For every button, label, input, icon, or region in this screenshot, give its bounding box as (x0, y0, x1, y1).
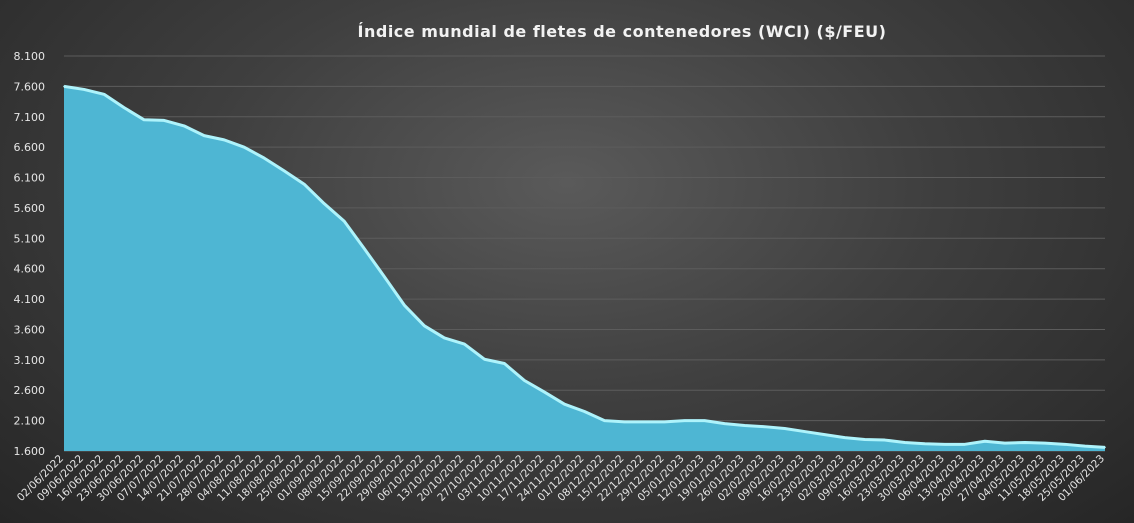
data-point (443, 337, 446, 339)
data-point (143, 119, 145, 121)
data-point (203, 134, 205, 137)
data-point (663, 421, 666, 423)
data-point (403, 304, 406, 306)
data-point (63, 85, 65, 88)
data-point (463, 343, 466, 345)
data-point (363, 247, 366, 250)
data-point (823, 433, 826, 436)
data-point (964, 443, 966, 446)
y-tick-label: 6.100 (14, 172, 46, 185)
chart-title: Índice mundial de fletes de contenedores… (358, 22, 887, 41)
data-point (343, 220, 346, 223)
data-point (783, 427, 786, 430)
data-point (924, 442, 926, 445)
data-point (583, 410, 586, 413)
data-point (703, 419, 706, 422)
data-point (623, 421, 626, 423)
y-tick-label: 1.600 (14, 445, 46, 458)
data-point (303, 183, 306, 186)
y-tick-label: 6.600 (14, 141, 46, 154)
data-point (103, 93, 105, 96)
data-point (723, 422, 726, 425)
data-point (863, 438, 866, 441)
data-point (83, 88, 85, 91)
data-point (1084, 445, 1086, 447)
y-tick-label: 2.600 (14, 384, 46, 397)
data-point (423, 325, 426, 327)
data-point (183, 125, 185, 127)
data-point (163, 119, 165, 122)
data-point (984, 440, 986, 443)
data-point (883, 439, 886, 441)
data-point (483, 358, 486, 361)
y-tick-label: 3.100 (14, 354, 46, 367)
data-point (803, 430, 806, 433)
data-point (503, 362, 506, 365)
data-point (243, 146, 245, 148)
data-point (683, 419, 686, 422)
data-point (1004, 442, 1006, 444)
area-fill (64, 86, 1105, 451)
data-point (263, 157, 265, 159)
y-tick-label: 5.100 (14, 232, 46, 245)
y-tick-label: 5.600 (14, 202, 46, 215)
plot-area (63, 84, 1106, 451)
y-tick-label: 3.600 (14, 323, 46, 336)
data-point (563, 403, 566, 406)
data-point (323, 202, 326, 205)
data-point (904, 441, 906, 444)
data-point (1104, 446, 1106, 449)
data-point (123, 106, 125, 109)
x-axis: 02/06/202209/06/202216/06/202223/06/2022… (15, 453, 1107, 504)
data-point (843, 436, 846, 439)
data-point (223, 139, 225, 141)
y-tick-label: 2.100 (14, 415, 46, 428)
data-point (643, 421, 646, 423)
data-point (603, 419, 606, 422)
data-point (944, 443, 946, 446)
y-tick-label: 4.600 (14, 263, 46, 276)
data-point (1024, 441, 1026, 444)
data-point (743, 424, 746, 427)
y-tick-label: 4.100 (14, 293, 46, 306)
data-point (763, 425, 766, 428)
y-tick-label: 7.100 (14, 111, 46, 124)
data-point (1064, 443, 1066, 446)
data-point (543, 391, 546, 393)
data-point (383, 275, 386, 278)
y-tick-label: 7.600 (14, 80, 46, 93)
data-point (523, 379, 526, 382)
data-point (1044, 442, 1046, 444)
data-point (283, 170, 286, 172)
y-axis: 1.600 2.100 2.600 3.100 3.600 4.100 4.600 5.100… (14, 50, 46, 458)
y-tick-label: 8.100 (14, 50, 46, 63)
